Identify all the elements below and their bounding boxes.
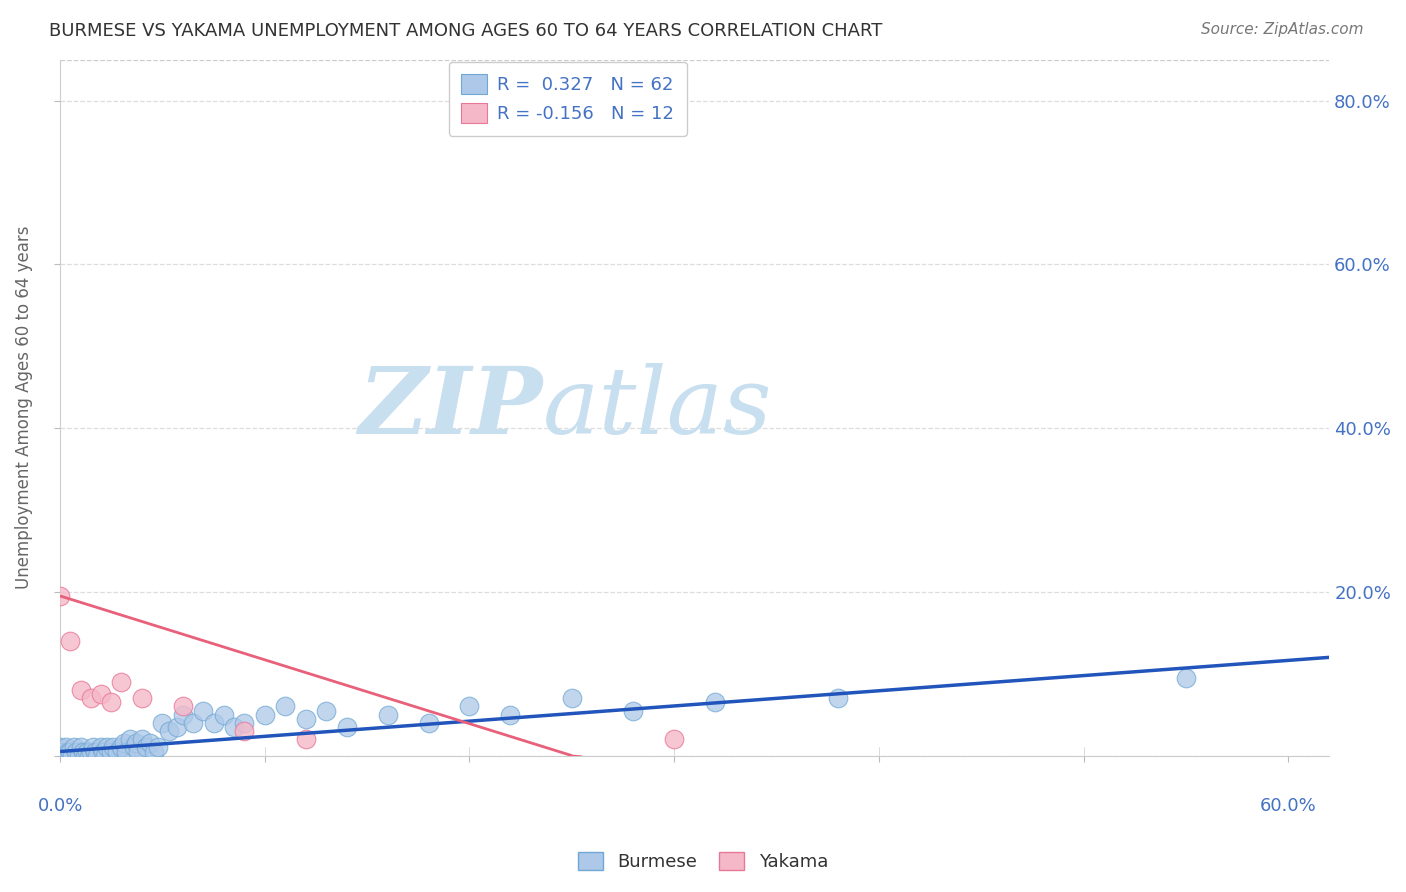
Point bbox=[100, 695, 122, 709]
Point bbox=[1175, 671, 1198, 685]
Point bbox=[294, 712, 316, 726]
Point bbox=[76, 745, 98, 759]
Point bbox=[72, 745, 94, 759]
Point bbox=[827, 691, 849, 706]
Point bbox=[336, 720, 359, 734]
Point bbox=[107, 745, 129, 759]
Point bbox=[69, 740, 91, 755]
Point bbox=[148, 740, 170, 755]
Point bbox=[114, 745, 136, 759]
Text: atlas: atlas bbox=[543, 363, 772, 452]
Point bbox=[499, 707, 522, 722]
Point bbox=[139, 736, 162, 750]
Point bbox=[90, 740, 112, 755]
Point bbox=[418, 715, 440, 730]
Point bbox=[51, 745, 73, 759]
Point bbox=[49, 589, 72, 603]
Point bbox=[100, 745, 122, 759]
Point bbox=[704, 695, 727, 709]
Point bbox=[59, 745, 82, 759]
Point bbox=[664, 732, 686, 747]
Point bbox=[53, 748, 76, 763]
Point bbox=[561, 691, 583, 706]
Point bbox=[172, 699, 194, 714]
Text: 0.0%: 0.0% bbox=[38, 797, 83, 815]
Point bbox=[127, 745, 149, 759]
Point bbox=[135, 740, 157, 755]
Point bbox=[90, 687, 112, 701]
Point bbox=[80, 745, 103, 759]
Point bbox=[233, 724, 256, 739]
Point bbox=[166, 720, 188, 734]
Point bbox=[112, 736, 135, 750]
Point bbox=[65, 745, 87, 759]
Point bbox=[103, 740, 125, 755]
Point bbox=[91, 745, 114, 759]
Legend: R =  0.327   N = 62, R = -0.156   N = 12: R = 0.327 N = 62, R = -0.156 N = 12 bbox=[449, 62, 688, 136]
Point bbox=[86, 748, 108, 763]
Point bbox=[253, 707, 276, 722]
Point bbox=[59, 634, 82, 648]
Point bbox=[83, 745, 105, 759]
Point bbox=[69, 683, 91, 698]
Point bbox=[118, 732, 141, 747]
Legend: Burmese, Yakama: Burmese, Yakama bbox=[571, 845, 835, 879]
Point bbox=[96, 740, 118, 755]
Point bbox=[131, 732, 153, 747]
Point bbox=[131, 691, 153, 706]
Point bbox=[73, 748, 96, 763]
Point bbox=[67, 748, 90, 763]
Point bbox=[315, 704, 337, 718]
Point bbox=[110, 674, 132, 689]
Point bbox=[122, 740, 145, 755]
Point bbox=[152, 715, 174, 730]
Point bbox=[233, 715, 256, 730]
Point bbox=[294, 732, 316, 747]
Point bbox=[143, 745, 166, 759]
Point bbox=[58, 745, 80, 759]
Point bbox=[60, 748, 83, 763]
Text: Source: ZipAtlas.com: Source: ZipAtlas.com bbox=[1201, 22, 1364, 37]
Point bbox=[202, 715, 225, 730]
Point bbox=[77, 748, 100, 763]
Point bbox=[274, 699, 297, 714]
Point bbox=[125, 736, 148, 750]
Point bbox=[212, 707, 235, 722]
Point bbox=[157, 724, 180, 739]
Text: 60.0%: 60.0% bbox=[1260, 797, 1316, 815]
Y-axis label: Unemployment Among Ages 60 to 64 years: Unemployment Among Ages 60 to 64 years bbox=[15, 226, 32, 590]
Point bbox=[49, 740, 72, 755]
Point bbox=[172, 707, 194, 722]
Point bbox=[63, 740, 86, 755]
Point bbox=[80, 691, 103, 706]
Point bbox=[222, 720, 245, 734]
Point bbox=[110, 740, 132, 755]
Text: BURMESE VS YAKAMA UNEMPLOYMENT AMONG AGES 60 TO 64 YEARS CORRELATION CHART: BURMESE VS YAKAMA UNEMPLOYMENT AMONG AGE… bbox=[49, 22, 883, 40]
Point bbox=[94, 748, 117, 763]
Point bbox=[193, 704, 215, 718]
Point bbox=[377, 707, 399, 722]
Point bbox=[55, 740, 77, 755]
Point bbox=[458, 699, 481, 714]
Point bbox=[82, 740, 104, 755]
Text: ZIP: ZIP bbox=[359, 363, 543, 452]
Point bbox=[181, 715, 204, 730]
Point bbox=[621, 704, 644, 718]
